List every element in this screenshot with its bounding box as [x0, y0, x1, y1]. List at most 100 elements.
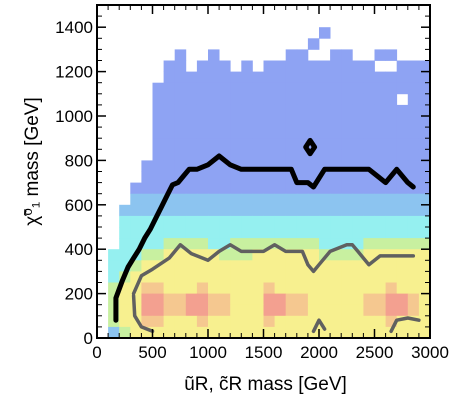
heatmap-cell	[130, 315, 142, 328]
heatmap-cell	[219, 149, 231, 161]
heatmap-cell	[141, 260, 153, 272]
heatmap-cell	[363, 182, 375, 195]
heatmap-cell	[407, 315, 420, 328]
heatmap-cell	[374, 227, 386, 239]
contour-black-thick	[113, 153, 416, 323]
heatmap-cell	[141, 171, 153, 183]
heatmap-cell	[263, 71, 275, 84]
heatmap-cell	[374, 271, 386, 283]
heatmap-cell	[152, 304, 164, 317]
heatmap-cell	[374, 204, 386, 217]
heatmap-cell	[230, 204, 242, 217]
heatmap-cell	[352, 238, 364, 250]
heatmap-cell	[296, 260, 309, 272]
heatmap-cell	[263, 60, 275, 72]
heatmap-cell	[319, 282, 331, 294]
heatmap-cell	[396, 215, 409, 228]
heatmap-cell	[196, 82, 209, 95]
heatmap-cell	[208, 260, 220, 272]
heatmap-cell	[141, 204, 153, 217]
heatmap-cell	[307, 71, 320, 84]
heatmap-cell	[174, 116, 187, 128]
heatmap-cell	[263, 160, 275, 172]
heatmap-cell	[252, 160, 264, 172]
heatmap-cell	[274, 249, 287, 261]
heatmap-cell	[319, 104, 331, 117]
heatmap-cell	[141, 160, 153, 172]
heatmap-cell	[296, 238, 309, 250]
heatmap-cell	[230, 71, 242, 84]
heatmap-cell	[385, 193, 398, 206]
heatmap-cell	[152, 116, 164, 128]
heatmap-cell	[252, 116, 264, 128]
heatmap-cell	[208, 227, 220, 239]
heatmap-cell	[185, 127, 198, 139]
heatmap-cell	[274, 93, 287, 106]
heatmap-cell	[374, 182, 386, 195]
heatmap-cell	[352, 116, 364, 128]
heatmap-cell	[196, 171, 209, 183]
heatmap-cell	[385, 160, 398, 172]
heatmap-cell	[396, 149, 409, 161]
heatmap-cell	[252, 104, 264, 117]
heatmap-cell	[196, 182, 209, 195]
heatmap-cell	[152, 271, 164, 283]
heatmap-cell	[163, 116, 176, 128]
heatmap-cell	[163, 304, 176, 317]
heatmap-cell	[319, 116, 331, 128]
heatmap-cell	[108, 326, 120, 339]
heatmap-cell	[152, 182, 164, 195]
heatmap-cell	[374, 104, 386, 117]
heatmap-cell	[307, 82, 320, 95]
heatmap-cell	[252, 138, 264, 150]
heatmap-cell	[307, 38, 320, 50]
heatmap-cell	[330, 204, 342, 217]
heatmap-cell	[352, 260, 364, 272]
heatmap-cell	[418, 138, 431, 150]
heatmap-cell	[263, 315, 275, 328]
heatmap-cell	[341, 249, 353, 261]
heatmap-cell	[152, 193, 164, 206]
heatmap-cell	[330, 326, 342, 339]
heatmap-cell	[163, 204, 176, 217]
heatmap-cell	[396, 326, 409, 339]
heatmap-cell	[363, 149, 375, 161]
heatmap-cell	[208, 149, 220, 161]
heatmap-cell	[252, 182, 264, 195]
heatmap-cell	[396, 116, 409, 128]
heatmap-cell	[296, 315, 309, 328]
heatmap-cell	[319, 227, 331, 239]
heatmap-cell	[274, 104, 287, 117]
heatmap-cell	[274, 282, 287, 294]
heatmap-cell	[285, 260, 298, 272]
heatmap-cell	[196, 104, 209, 117]
heatmap-cell	[296, 293, 309, 306]
heatmap-cell	[330, 282, 342, 294]
heatmap-cell	[163, 238, 176, 250]
heatmap-cell	[119, 238, 131, 250]
heatmap-cell	[330, 49, 342, 61]
heatmap-cell	[319, 71, 331, 84]
heatmap-cell	[352, 182, 364, 195]
heatmap-cell	[263, 193, 275, 206]
heatmap-cell	[174, 160, 187, 172]
heatmap-cell	[241, 116, 253, 128]
heatmap-cell	[374, 149, 386, 161]
heatmap-cell	[163, 293, 176, 306]
heatmap-cell	[385, 215, 398, 228]
heatmap-cell	[174, 326, 187, 339]
heatmap-cell	[219, 271, 231, 283]
heatmap-cell	[374, 238, 386, 250]
heatmap-cell	[185, 193, 198, 206]
heatmap-cell	[374, 293, 386, 306]
heatmap-cell	[241, 326, 253, 339]
heatmap-cell	[130, 271, 142, 283]
heatmap-cell	[418, 304, 431, 317]
heatmap-cell	[252, 93, 264, 106]
heatmap-cell	[330, 193, 342, 206]
heatmap-cell	[208, 215, 220, 228]
heatmap-cell	[119, 227, 131, 239]
heatmap-cell	[285, 160, 298, 172]
heatmap-cell	[230, 304, 242, 317]
heatmap-cell	[241, 127, 253, 139]
